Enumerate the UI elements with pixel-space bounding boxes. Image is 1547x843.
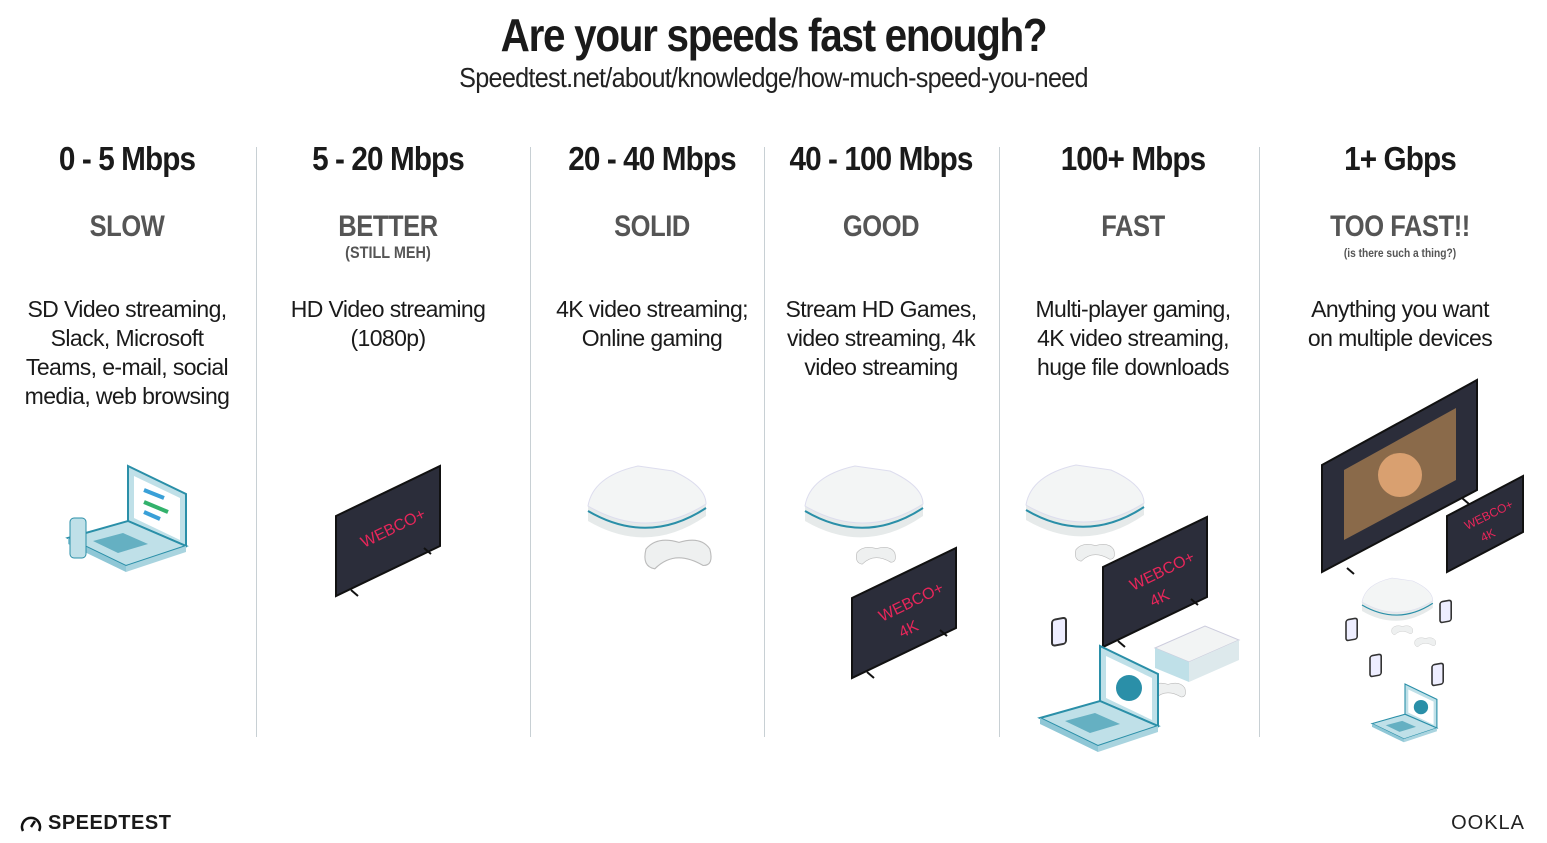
column-divider [256, 147, 257, 737]
desc-line: huge file downloads [1037, 354, 1230, 380]
tier-good: 40 - 100 Mbps GOOD Stream HD Games, vide… [761, 140, 1001, 380]
game-console-icon [804, 465, 924, 565]
tv-4k-text: 4K [1478, 526, 1497, 545]
desc-line: video streaming, 4k [786, 325, 976, 351]
column-divider [764, 147, 765, 737]
big-tv-movie-icon [1321, 378, 1478, 575]
page-title: Are your speeds fast enough? [500, 9, 1048, 61]
speedtest-logo: SPEEDTEST [20, 812, 171, 835]
phone-icon [1431, 662, 1444, 687]
tier-rating: BETTER [338, 210, 438, 243]
phone-icon [1369, 653, 1382, 678]
tier-speed: 20 - 40 Mbps [568, 140, 736, 177]
tier-rating: GOOD [842, 210, 920, 243]
tier-speed: 1+ Gbps [1344, 140, 1457, 177]
tier-description: SD Video streaming, Slack, Microsoft Tea… [7, 295, 247, 411]
tv-4k-icon: WEBCO+ 4K [851, 547, 957, 679]
tier-solid: 20 - 40 Mbps SOLID 4K video streaming; O… [532, 140, 772, 351]
phone-icon [1439, 599, 1452, 624]
ookla-logo: OOKLA [1451, 812, 1525, 834]
tier-rating: TOO FAST!! [1330, 210, 1470, 243]
game-console-icon [587, 465, 712, 570]
column-divider [1259, 147, 1260, 737]
phone-icon [1345, 617, 1358, 642]
tier-rating: SLOW [89, 210, 165, 243]
tier-description: Stream HD Games, video streaming, 4k vid… [761, 295, 1001, 382]
desc-line: Online gaming [581, 325, 723, 351]
desc-line: on multiple devices [1307, 325, 1493, 351]
column-divider [999, 147, 1000, 737]
tier-speed: 0 - 5 Mbps [58, 140, 196, 177]
laptop-icon [67, 465, 187, 573]
tier-speed: 5 - 20 Mbps [312, 140, 465, 177]
phone-icon [1051, 616, 1067, 647]
desc-line: Multi-player gaming, [1035, 296, 1231, 322]
tv-4k-icon: WEBCO+ 4K [1446, 474, 1524, 574]
desc-line: 4K video streaming; [556, 296, 748, 322]
gauge-icon [20, 816, 42, 832]
desc-line: 4K video streaming, [1037, 325, 1229, 351]
tier-description: Anything you want on multiple devices [1280, 295, 1520, 353]
desc-line: (1080p) [350, 325, 426, 351]
tier-rating: FAST [1101, 210, 1165, 243]
controller-icon [1391, 625, 1413, 635]
game-console-icon [1025, 464, 1145, 562]
desc-line: Slack, Microsoft [50, 325, 204, 351]
game-console-white-icon [1153, 625, 1241, 682]
controller-icon [1414, 637, 1436, 647]
game-console-icon [1361, 577, 1434, 622]
tv-4k-icon: WEBCO+ 4K [1102, 516, 1208, 648]
desc-line: Stream HD Games, [785, 296, 977, 322]
speedtest-logo-text: SPEEDTEST [48, 812, 172, 834]
source-url: Speedtest.net/about/knowledge/how-much-s… [459, 62, 1088, 93]
tier-too-fast: 1+ Gbps TOO FAST!! (is there such a thin… [1280, 140, 1520, 351]
desc-line: media, web browsing [24, 383, 230, 409]
tv-icon: WEBCO+ [335, 465, 441, 597]
tier-description: 4K video streaming; Online gaming [532, 295, 772, 353]
desc-line: Anything you want [1311, 296, 1489, 322]
tier-better: 5 - 20 Mbps BETTER (STILL MEH) HD Video … [268, 140, 508, 351]
tier-rating-sub: (STILL MEH) [345, 243, 431, 262]
laptop-upload-icon [1371, 683, 1438, 743]
tier-speed: 40 - 100 Mbps [789, 140, 973, 177]
tier-description: Multi-player gaming, 4K video streaming,… [1013, 295, 1253, 382]
tier-slow: 0 - 5 Mbps SLOW SD Video streaming, Slac… [7, 140, 247, 409]
tier-rating-sub: (is there such a thing?) [1343, 246, 1457, 260]
desc-line: SD Video streaming, [27, 296, 227, 322]
tier-description: HD Video streaming (1080p) [268, 295, 508, 353]
tier-fast: 100+ Mbps FAST Multi-player gaming, 4K v… [1013, 140, 1253, 380]
column-divider [530, 147, 531, 737]
desc-line: HD Video streaming [290, 296, 486, 322]
desc-line: video streaming [804, 354, 958, 380]
tier-rating: SOLID [614, 210, 690, 243]
tier-speed: 100+ Mbps [1060, 140, 1207, 177]
laptop-upload-icon [1039, 645, 1159, 753]
desc-line: Teams, e-mail, social [25, 354, 229, 380]
